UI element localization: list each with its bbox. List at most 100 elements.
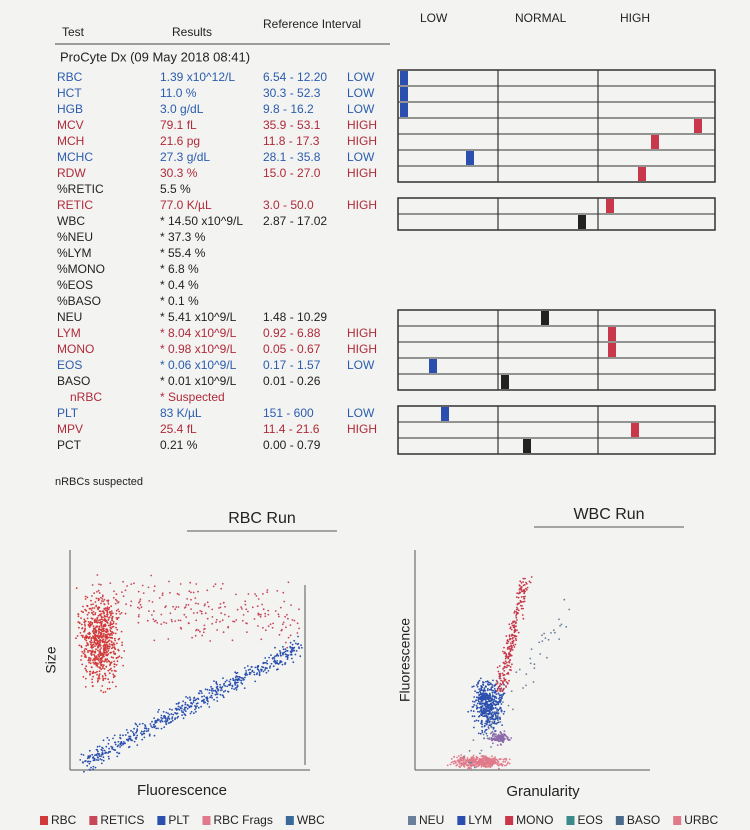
column-header: NORMAL [515, 11, 567, 25]
dot [466, 758, 469, 761]
reference-range: 0.92 - 6.88 [263, 326, 321, 340]
dot [498, 694, 501, 697]
dot [140, 606, 143, 609]
dot [494, 716, 497, 719]
dot [546, 656, 548, 659]
dot [104, 658, 107, 660]
legend-label: RETICS [100, 813, 144, 827]
dot [127, 738, 130, 741]
dot [194, 634, 197, 637]
dot [270, 654, 272, 656]
dot [206, 601, 209, 604]
dot [107, 631, 109, 633]
legend-swatch [505, 816, 514, 825]
dot [200, 612, 203, 615]
dot [495, 733, 497, 735]
dot [105, 650, 108, 653]
dot [481, 725, 483, 728]
dot [164, 718, 167, 720]
dot [503, 737, 506, 740]
dot [204, 688, 207, 691]
dot [85, 644, 88, 647]
dot [520, 581, 523, 584]
dot [289, 646, 292, 649]
dot [98, 670, 101, 673]
dot [177, 705, 180, 708]
flag: HIGH [347, 118, 377, 132]
dot [568, 608, 571, 611]
chart-title: RBC Run [228, 510, 296, 527]
result: * Suspected [160, 390, 225, 404]
dot [488, 712, 491, 715]
dot [235, 688, 238, 691]
dot [524, 577, 526, 580]
dot [481, 686, 484, 688]
dot [258, 673, 261, 675]
dot [237, 681, 239, 684]
dot [494, 722, 496, 725]
dot [279, 652, 282, 655]
dot [494, 739, 497, 742]
dot [156, 719, 159, 722]
dot [298, 647, 300, 650]
dot [117, 608, 120, 611]
dot [500, 735, 502, 738]
dot [102, 756, 105, 759]
dot [291, 619, 294, 621]
dot [97, 757, 99, 759]
dot [249, 668, 252, 671]
dot [498, 740, 500, 743]
dot [177, 708, 180, 710]
dot [508, 738, 510, 741]
dot [91, 647, 93, 649]
dot [125, 738, 128, 741]
dot [558, 618, 560, 621]
dot [219, 606, 222, 609]
dot [222, 631, 225, 634]
dot [449, 763, 452, 766]
dot [290, 653, 293, 656]
dot [485, 732, 488, 735]
legend-swatch [566, 816, 575, 825]
dot [240, 606, 243, 608]
dot [478, 711, 481, 713]
dot [93, 671, 95, 674]
dot [481, 712, 484, 715]
dot [84, 667, 87, 670]
dot [102, 679, 105, 682]
dot [267, 625, 270, 628]
dot [494, 756, 496, 758]
dot [458, 762, 461, 765]
dot [186, 598, 189, 600]
dot [106, 606, 109, 608]
dot [254, 680, 257, 683]
dot [113, 643, 116, 646]
dot [508, 645, 511, 648]
dot [485, 680, 487, 683]
dot [180, 627, 183, 630]
dot [219, 683, 222, 686]
dot [93, 621, 96, 624]
dot [75, 587, 78, 589]
dot [120, 630, 123, 633]
dot [101, 685, 104, 687]
dot [529, 657, 532, 660]
dot [503, 677, 505, 679]
dot [112, 622, 115, 625]
dot [94, 645, 96, 647]
dot [101, 749, 104, 752]
dot [475, 761, 478, 764]
dot [106, 644, 109, 646]
dot [98, 621, 101, 624]
dot [484, 722, 486, 725]
dot [89, 674, 91, 676]
result: * 0.4 % [160, 278, 199, 292]
dot [491, 711, 494, 714]
dot [110, 667, 112, 670]
dot [477, 682, 479, 685]
dot [222, 677, 224, 680]
dot [114, 741, 116, 744]
dot [236, 678, 239, 681]
